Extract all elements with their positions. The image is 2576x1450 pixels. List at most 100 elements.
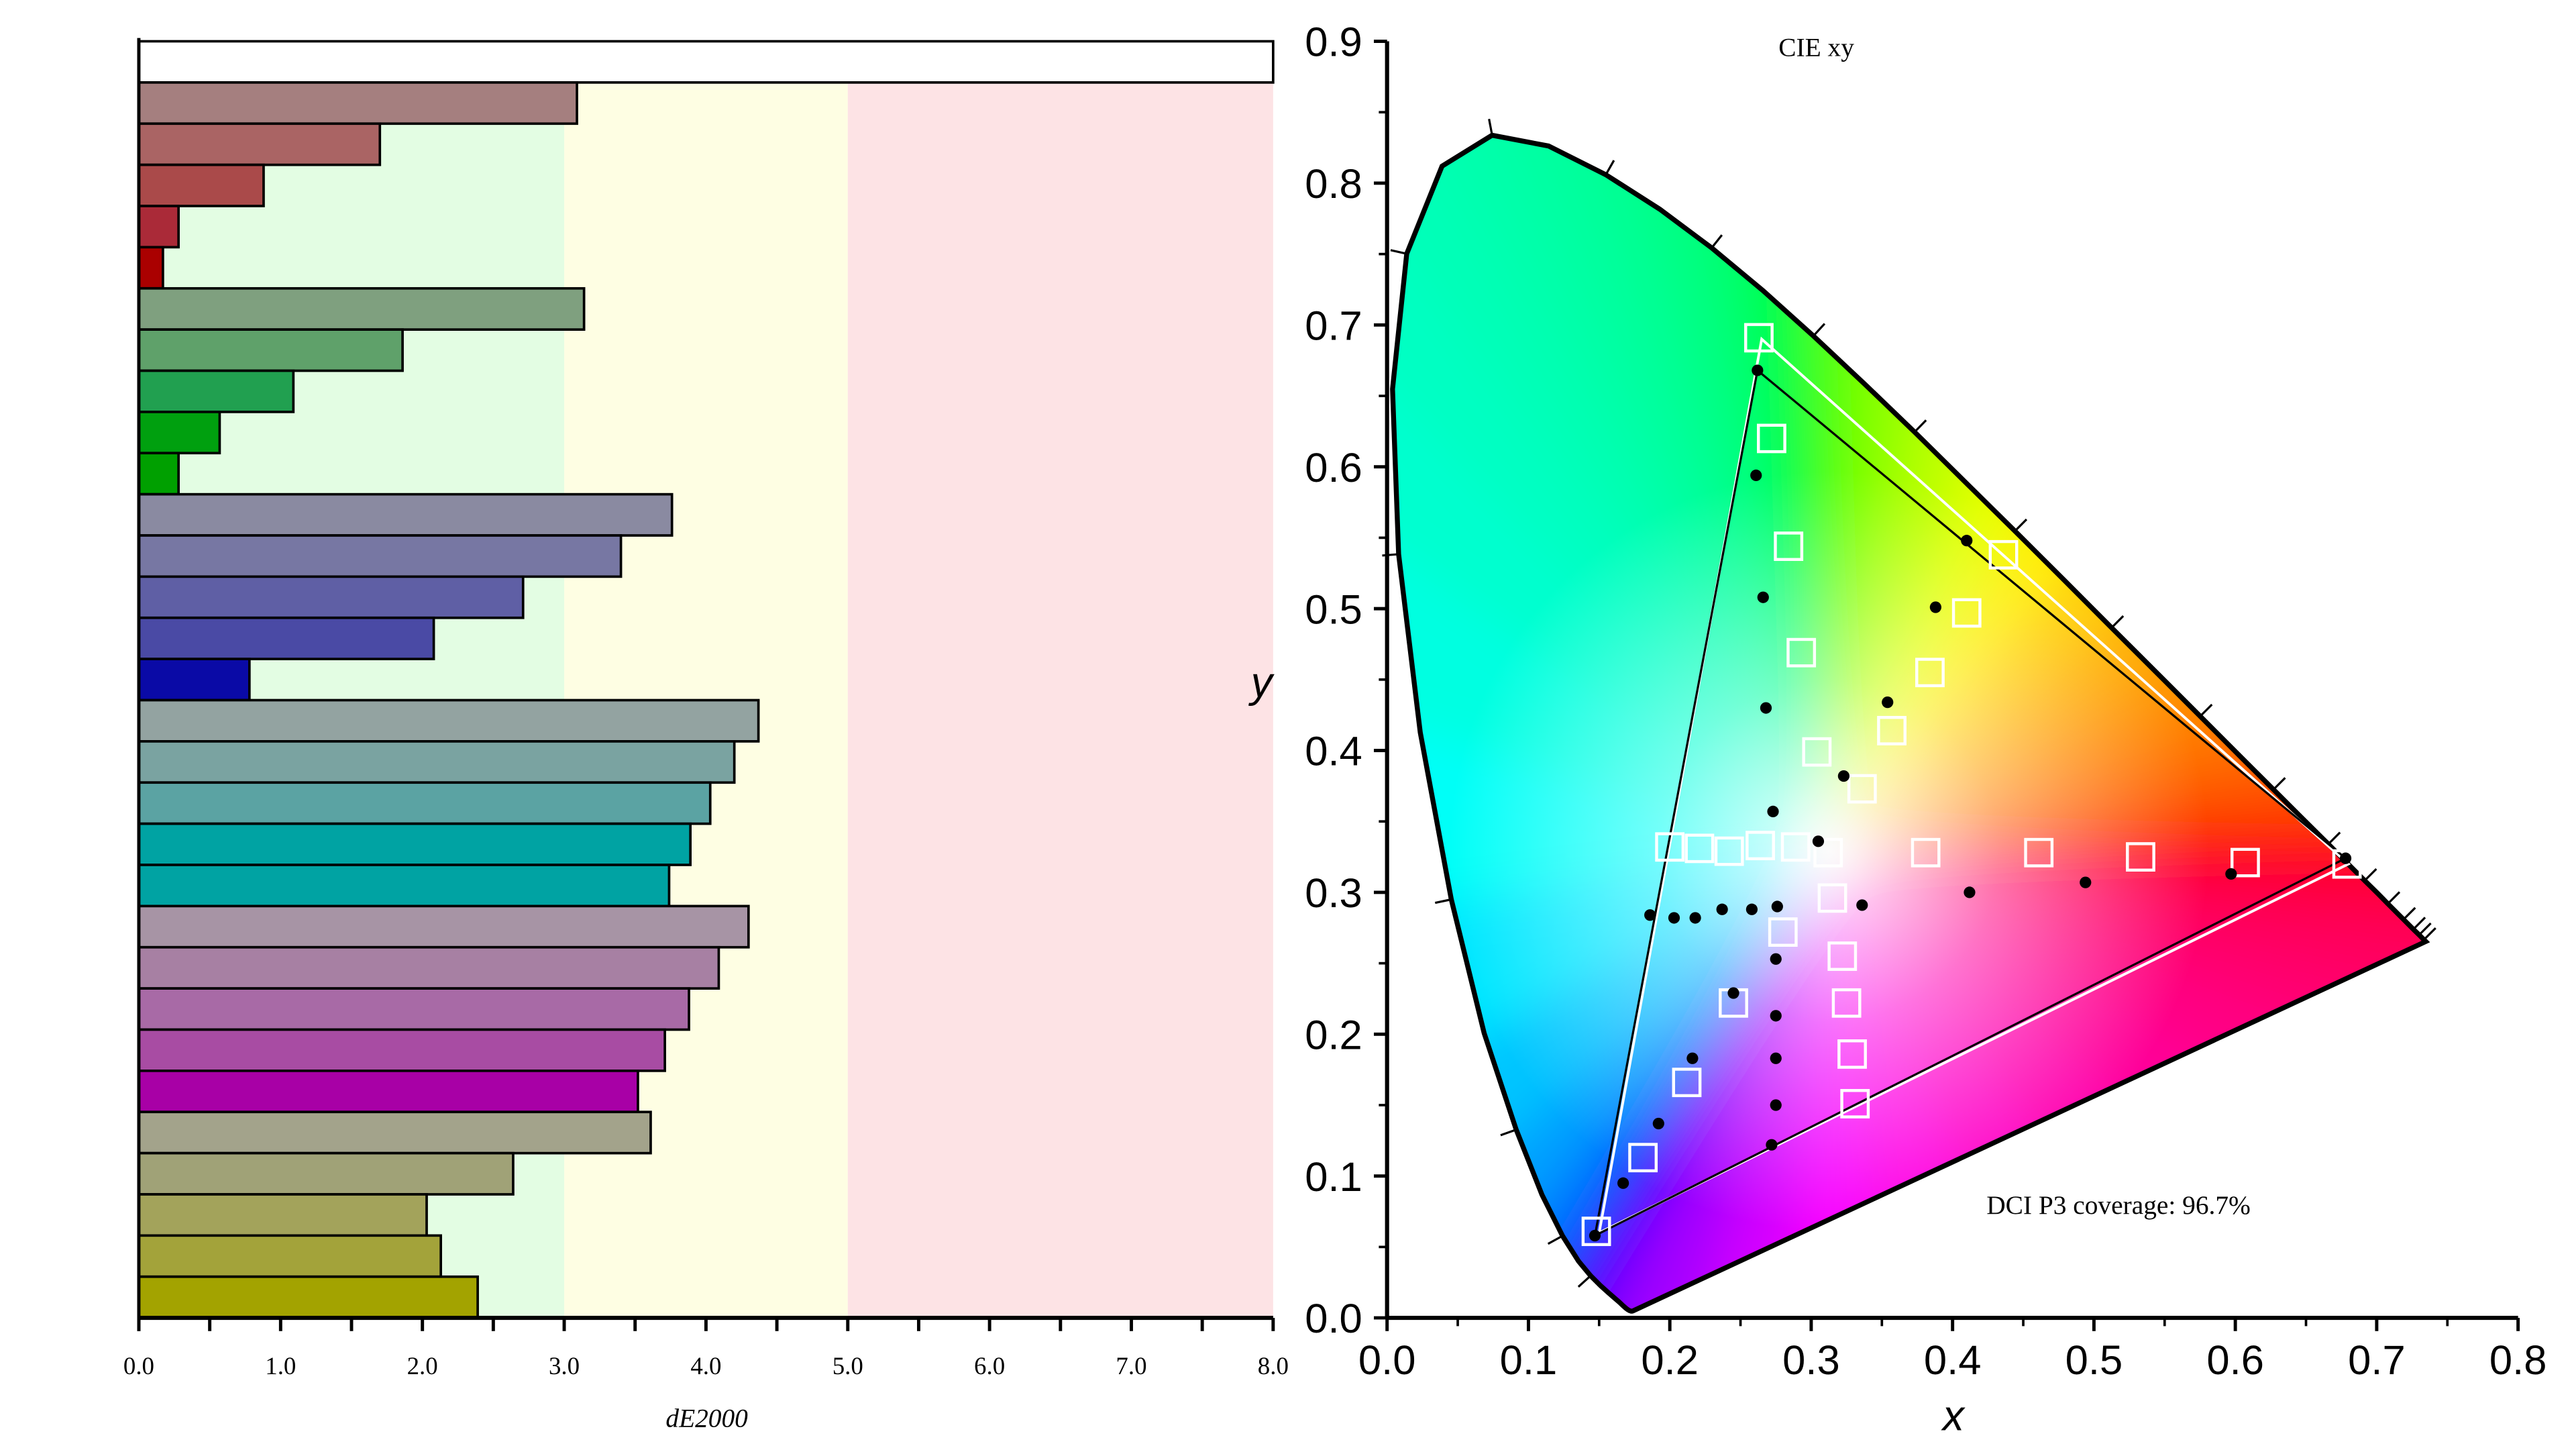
y-tick-label: 0.2 (1305, 1012, 1362, 1058)
target-square (1911, 837, 1941, 868)
wavelength-tick (2418, 922, 2432, 936)
measured-dot (1760, 702, 1772, 714)
target-square (1813, 837, 1843, 868)
x-tick-label: 0.2 (1641, 1337, 1699, 1384)
target-square (1757, 423, 1786, 454)
wavelength-tick (2423, 927, 2436, 941)
target-square (1780, 832, 1811, 862)
target-points (1581, 323, 2362, 1247)
x-tick-label: 0.7 (2348, 1337, 2406, 1384)
bar-cyan-3 (138, 781, 712, 825)
measured-dot (2225, 868, 2237, 880)
target-square (1744, 323, 1774, 353)
target-square (1915, 658, 1945, 688)
target-square (1827, 941, 1858, 971)
bar-magenta-3 (138, 987, 690, 1031)
target-square (1988, 539, 2019, 570)
bar-yellow-2 (138, 1151, 515, 1196)
chromaticity-fill (1392, 135, 2426, 1312)
target-square (1802, 737, 1832, 767)
x-tick-label: 1.0 (265, 1352, 296, 1380)
measured-dot (1686, 1052, 1699, 1064)
measured-dot (1837, 770, 1850, 782)
wavelength-tick (1711, 234, 1723, 249)
x-tick-label: 7.0 (1116, 1352, 1146, 1380)
x-tick-label: 0.4 (1924, 1337, 1982, 1384)
y-tick-label: 0.7 (1305, 303, 1362, 349)
wavelength-tick (1913, 419, 1927, 433)
bar-magenta-1 (138, 904, 750, 949)
target-square (1655, 832, 1685, 862)
measured-dot (1757, 591, 1769, 603)
bar-yellow-1 (138, 1110, 652, 1155)
target-square (1847, 774, 1877, 804)
wavelength-tick (1382, 553, 1399, 557)
x-tick-label: 8.0 (1258, 1352, 1289, 1380)
x-tick-label: 0.8 (2489, 1337, 2547, 1384)
measured-dot (1752, 364, 1764, 376)
bar-cyan-1 (138, 698, 760, 743)
y-tick-label: 0.5 (1305, 586, 1362, 633)
y-tick-label: 0.0 (1305, 1296, 1362, 1342)
measured-dot (1856, 899, 1868, 911)
bar-green-4 (138, 411, 221, 455)
x-tick-label: 2.0 (407, 1352, 438, 1380)
bar-red-2 (138, 122, 382, 166)
wavelength-tick (1500, 1129, 1517, 1137)
measured-dot (1617, 1177, 1629, 1189)
x-tick-label: 0.0 (1358, 1337, 1416, 1384)
wavelength-tick (2363, 868, 2377, 882)
cie-xy-chart: 0.0 0.1 0.2 0.3 0.4 0.5 0.6 0.7 0.8 0.0 0.1 0.2 0.3 0… (1248, 19, 2547, 1440)
y-tick-label: 0.3 (1305, 870, 1362, 917)
wavelength-ticks (1382, 118, 2436, 1288)
x-tick-label: 0.5 (2065, 1337, 2123, 1384)
target-square (1840, 1088, 1870, 1119)
bar-magenta-2 (138, 945, 720, 990)
measured-dot (1727, 987, 1739, 999)
x-tick-label: 4.0 (690, 1352, 721, 1380)
measured-dot (1767, 805, 1779, 818)
bar-green-5 (138, 452, 180, 496)
measured-dot (1771, 900, 1783, 913)
bar-magenta-4 (138, 1028, 666, 1072)
wavelength-tick (1434, 898, 1452, 904)
wavelength-tick (2199, 703, 2213, 717)
x-tick-label: 6.0 (974, 1352, 1005, 1380)
coverage-annotation: DCI P3 coverage: 96.7% (1986, 1190, 2251, 1220)
measured-dot (2339, 852, 2352, 864)
x-axis-label: dE2000 (665, 1404, 748, 1433)
target-square (1581, 1216, 1611, 1247)
bar-blue-4 (138, 616, 435, 660)
target-square (1684, 833, 1715, 864)
bar-magenta-5 (138, 1070, 639, 1114)
measured-points (1589, 364, 2352, 1242)
wavelength-tick (2014, 518, 2028, 532)
measured-dot (1668, 912, 1680, 924)
x-axis-label: x (1941, 1391, 1966, 1439)
target-square (2024, 837, 2054, 868)
wavelength-tick (2110, 615, 2125, 629)
bar-cyan-4 (138, 822, 692, 866)
bar-yellow-4 (138, 1234, 442, 1278)
x-axis: 0.0 1.0 2.0 3.0 4.0 5.0 6.0 7.0 8.0 (123, 38, 1289, 1380)
x-tick-label: 0.0 (123, 1352, 154, 1380)
measured-dot (1746, 903, 1758, 915)
wavelength-tick (1577, 1275, 1592, 1288)
target-square (1672, 1068, 1702, 1098)
wavelength-tick (1547, 1235, 1563, 1245)
target-square (1951, 598, 1982, 628)
measured-dot (1766, 1139, 1778, 1151)
y-tick-label: 0.8 (1305, 161, 1362, 207)
bar-yellow-3 (138, 1193, 428, 1237)
target-square (1817, 883, 1847, 913)
axes: 0.0 0.1 0.2 0.3 0.4 0.5 0.6 0.7 0.8 0.0 0.1 0.2 0.3 0… (1305, 19, 2546, 1384)
measured-gamut-triangle (1593, 368, 2348, 1238)
wavelength-tick (2387, 891, 2401, 904)
x-tick-label: 0.3 (1782, 1337, 1840, 1384)
y-axis-label: y (1248, 658, 1275, 707)
x-tick-label: 0.6 (2206, 1337, 2264, 1384)
bar-blue-3 (138, 575, 525, 619)
measured-dot (1652, 1117, 1664, 1130)
wavelength-tick (2402, 907, 2416, 921)
